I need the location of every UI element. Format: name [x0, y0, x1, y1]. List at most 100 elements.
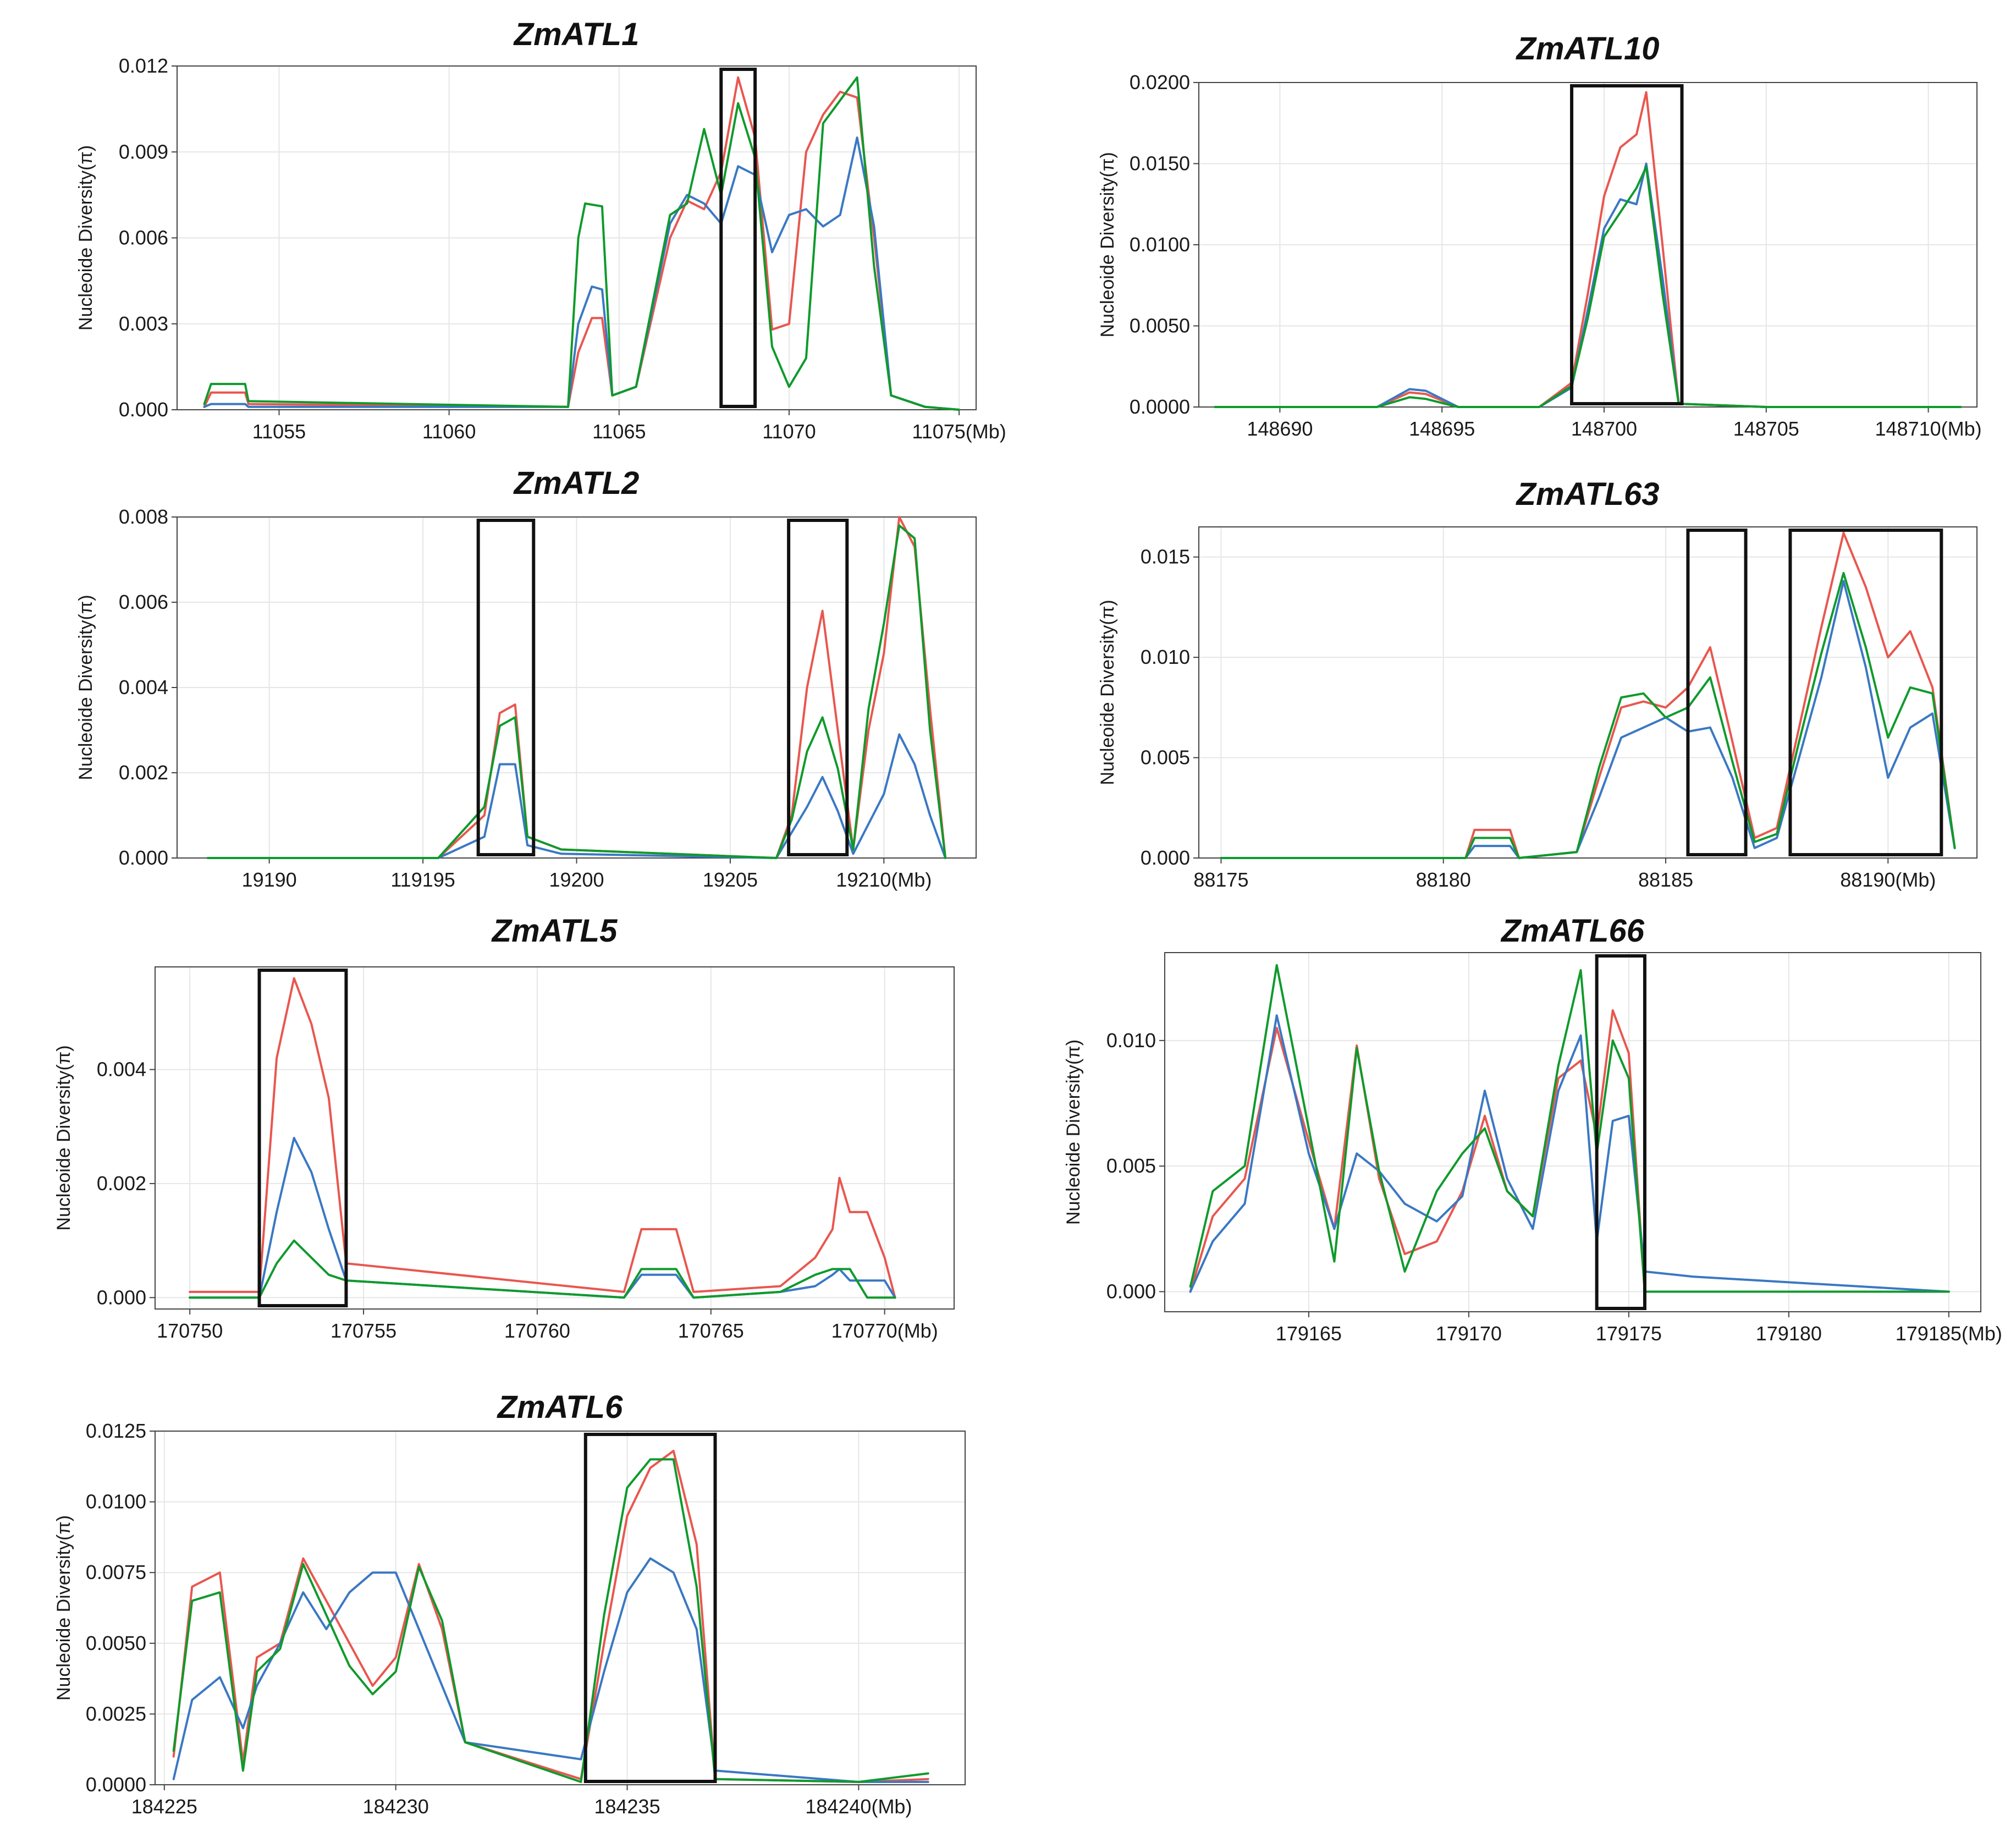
- x-tick-label: 179170: [1436, 1322, 1502, 1345]
- panel-title: ZmATL5: [491, 913, 618, 949]
- y-tick-label: 0.003: [119, 312, 168, 335]
- x-tick-label: 11075(Mb): [912, 420, 1006, 443]
- x-tick-label: 170755: [331, 1319, 396, 1342]
- x-tick-label: 170760: [504, 1319, 570, 1342]
- x-tick-label: 179165: [1276, 1322, 1342, 1345]
- panel-zmatl6: ZmATL6 184225 184230 184235 184240(Mb) 0.0000…: [53, 1389, 966, 1818]
- highlight-box: [1788, 529, 1943, 856]
- y-tick-label: 0.005: [1141, 746, 1190, 769]
- x-tick-label: 179185(Mb): [1896, 1322, 2002, 1345]
- x-tick-label: 11055: [252, 420, 306, 443]
- y-tick-label: 0.0050: [1130, 315, 1190, 337]
- y-axis-label: Nucleoide Diversity(π): [1063, 1040, 1084, 1225]
- y-tick-label: 0.0075: [86, 1561, 146, 1583]
- y-tick-label: 0.0100: [86, 1491, 146, 1513]
- panel-title: ZmATL6: [497, 1389, 623, 1425]
- panel-title: ZmATL1: [513, 16, 640, 52]
- x-tick-label: 148710(Mb): [1875, 417, 1982, 440]
- x-tick-label: 19205: [703, 868, 758, 891]
- x-tick-label: 19210(Mb): [836, 868, 932, 891]
- highlight-box: [787, 519, 849, 856]
- y-tick-label: 0.0000: [1130, 395, 1190, 418]
- series-line-red: [203, 76, 961, 411]
- x-tick-label: 148690: [1247, 417, 1313, 440]
- highlight-box: [257, 969, 348, 1307]
- y-tick-label: 0.004: [97, 1058, 146, 1081]
- y-tick-label: 0.002: [97, 1172, 146, 1195]
- y-axis-label: Nucleoide Diversity(π): [53, 1515, 74, 1701]
- y-axis-label: Nucleoide Diversity(π): [75, 145, 96, 331]
- y-tick-label: 0.000: [1141, 846, 1190, 869]
- series-line-green: [1220, 571, 1956, 859]
- panel-zmatl1: ZmATL1 11055 11060 11065 11070 11075(Mb) 0.000…: [75, 16, 1006, 443]
- y-tick-label: 0.000: [1106, 1280, 1156, 1302]
- series-line-red: [1214, 91, 1962, 408]
- x-tick-label: 11065: [592, 420, 646, 443]
- x-tick-label: 11070: [762, 420, 816, 443]
- panel-zmatl10: ZmATL10 148690 148695 148700 148705 148710(Mb…: [1097, 31, 1982, 440]
- y-tick-label: 0.010: [1141, 646, 1190, 668]
- plot-frame: [155, 966, 955, 1310]
- plot-frame: [1164, 952, 1981, 1312]
- y-axis-label: Nucleoide Diversity(π): [75, 595, 96, 780]
- x-tick-label: 19190: [242, 868, 297, 891]
- series-line-green: [1189, 964, 1950, 1293]
- highlight-box: [719, 68, 757, 408]
- x-tick-label: 88175: [1193, 868, 1248, 891]
- panel-title: ZmATL63: [1516, 476, 1660, 512]
- x-tick-label: 179180: [1756, 1322, 1822, 1345]
- y-tick-label: 0.006: [119, 227, 168, 249]
- x-tick-label: 19200: [549, 868, 604, 891]
- series-line-blue: [1214, 162, 1962, 408]
- y-tick-label: 0.0025: [86, 1702, 146, 1725]
- x-tick-label: 184230: [363, 1795, 429, 1818]
- y-tick-label: 0.009: [119, 140, 168, 163]
- y-tick-label: 0.010: [1106, 1029, 1156, 1052]
- x-tick-label: 88185: [1638, 868, 1693, 891]
- x-tick-label: 184225: [131, 1795, 197, 1818]
- y-tick-label: 0.004: [119, 676, 168, 698]
- panel-title: ZmATL10: [1516, 31, 1660, 67]
- series-line-red: [206, 516, 947, 859]
- y-tick-label: 0.015: [1141, 546, 1190, 568]
- x-tick-label: 88190(Mb): [1840, 868, 1936, 891]
- y-tick-label: 0.000: [119, 398, 168, 421]
- highlight-box: [1570, 84, 1684, 405]
- y-tick-label: 0.0000: [86, 1773, 146, 1796]
- y-tick-label: 0.012: [119, 54, 168, 77]
- series-line-blue: [206, 733, 947, 859]
- y-axis-label: Nucleoide Diversity(π): [1097, 600, 1118, 785]
- x-tick-label: 170765: [678, 1319, 744, 1342]
- y-tick-label: 0.0200: [1130, 71, 1190, 94]
- series-line-green: [189, 1239, 896, 1299]
- series-line-green: [1214, 166, 1962, 408]
- highlight-box: [583, 1433, 717, 1783]
- x-tick-label: 11060: [422, 420, 476, 443]
- series-line-red: [1189, 1009, 1950, 1293]
- series-line-blue: [189, 1137, 896, 1299]
- y-tick-label: 0.008: [119, 505, 168, 528]
- series-line-red: [172, 1450, 929, 1783]
- y-tick-label: 0.000: [97, 1286, 146, 1308]
- x-tick-label: 184240(Mb): [805, 1795, 912, 1818]
- series-line-green: [206, 524, 947, 859]
- y-tick-label: 0.0150: [1130, 152, 1190, 175]
- panel-zmatl2: ZmATL2 19190 119195 19200 19205 19210(Mb) 0.00…: [75, 465, 977, 891]
- panel-zmatl66: ZmATL66 179165 179170 179175 179180 179185(Mb…: [1063, 913, 2002, 1345]
- x-tick-label: 119195: [390, 868, 455, 891]
- highlight-box: [476, 519, 536, 856]
- y-tick-label: 0.002: [119, 761, 168, 784]
- x-tick-label: 148695: [1409, 417, 1475, 440]
- x-tick-label: 170770(Mb): [831, 1319, 938, 1342]
- y-tick-label: 0.0100: [1130, 233, 1190, 256]
- x-tick-label: 148705: [1733, 417, 1799, 440]
- y-tick-label: 0.0050: [86, 1632, 146, 1654]
- y-tick-label: 0.0125: [86, 1420, 146, 1442]
- plot-frame: [1198, 526, 1978, 859]
- series-line-blue: [1189, 1014, 1950, 1293]
- y-axis-label: Nucleoide Diversity(π): [53, 1045, 74, 1230]
- y-tick-label: 0.005: [1106, 1154, 1156, 1177]
- y-tick-label: 0.000: [119, 846, 168, 869]
- series-line-blue: [172, 1557, 929, 1783]
